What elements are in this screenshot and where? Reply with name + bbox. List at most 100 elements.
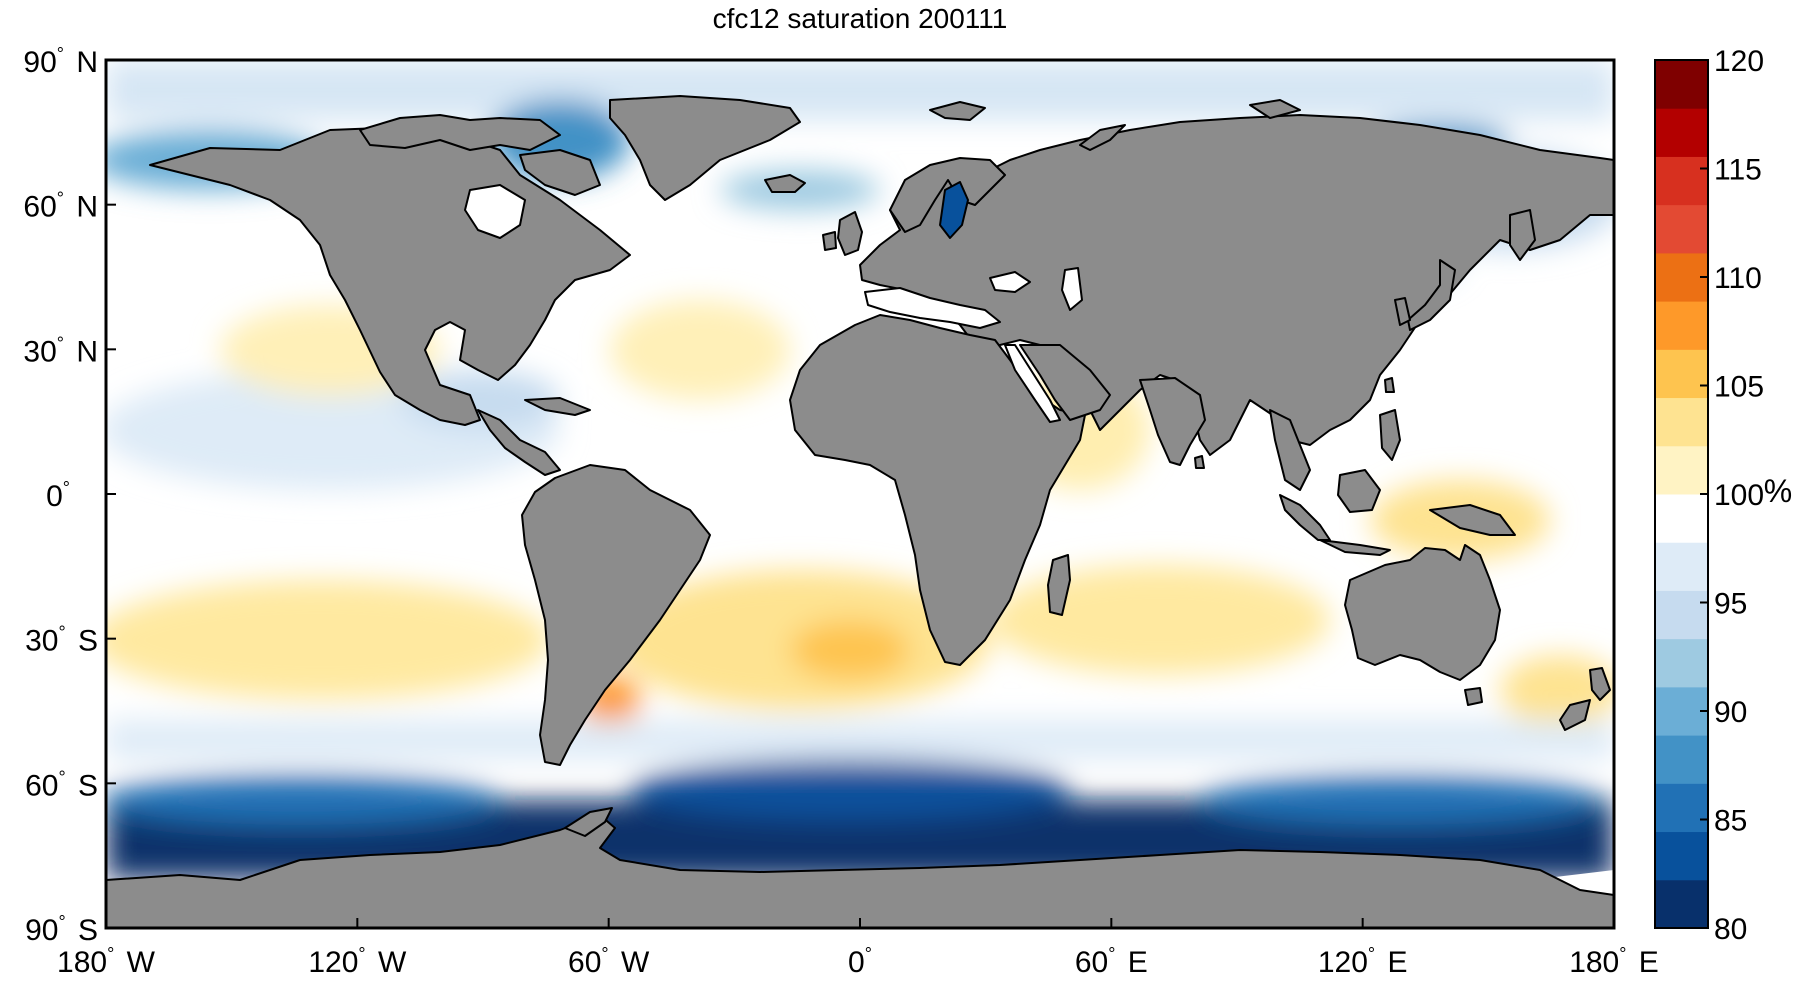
- y-tick-90S-degree: °: [58, 912, 65, 932]
- y-tick-90S-hemisphere: S: [70, 914, 98, 947]
- y-tick-label-30N: 30° N: [23, 333, 98, 368]
- baltic-sea: [939, 181, 969, 239]
- x-tick-60W-degree: °: [601, 944, 608, 964]
- y-tick-60N-hemisphere: N: [68, 191, 98, 224]
- new-zealand-south: [1559, 699, 1591, 731]
- y-tick-90N-hemisphere: N: [68, 46, 98, 79]
- colorbar-segment: [1655, 638, 1708, 688]
- x-tick-120E-degree: °: [1368, 944, 1375, 964]
- x-tick-label-120W: 120° W: [308, 944, 407, 979]
- india: [1139, 377, 1206, 466]
- colorbar-tick-95: 95: [1714, 588, 1747, 621]
- x-tick-120W-hemisphere: W: [370, 946, 407, 979]
- x-tick-60E-degree: °: [1108, 944, 1115, 964]
- new-guinea: [1429, 504, 1516, 536]
- y-tick-60S-value: 60: [25, 769, 58, 802]
- borneo: [1337, 469, 1381, 513]
- colorbar-tick-110: 110: [1714, 262, 1762, 295]
- scandinavia: [889, 157, 1006, 233]
- caspian-sea: [1061, 267, 1083, 311]
- x-tick-120W-value: 120: [308, 946, 358, 979]
- x-tick-0-degree: °: [865, 944, 872, 964]
- y-tick-label-60S: 60° S: [25, 767, 98, 802]
- colorbar-segment: [1655, 783, 1708, 833]
- great-britain: [837, 211, 863, 256]
- greenland: [609, 95, 801, 201]
- y-tick-30S-value: 30: [25, 625, 58, 658]
- map-title: cfc12 saturation 200111: [713, 3, 1008, 34]
- colorbar-tick-100: 100: [1714, 479, 1764, 512]
- new-zealand-north: [1589, 667, 1611, 701]
- x-tick-180E-value: 180: [1569, 946, 1619, 979]
- colorbar-segment: [1655, 831, 1708, 881]
- x-tick-180W-degree: °: [107, 944, 114, 964]
- land-masses: [106, 95, 1614, 928]
- y-tick-60S-hemisphere: S: [70, 769, 98, 802]
- y-tick-0-value: 0: [46, 480, 63, 513]
- colorbar-tick-120: 120: [1714, 45, 1764, 78]
- black-sea: [989, 271, 1031, 293]
- antarctic-peninsula: [564, 807, 613, 837]
- colorbar-segment: [1655, 590, 1708, 640]
- x-tick-60E-value: 60: [1075, 946, 1108, 979]
- iceland: [764, 174, 806, 193]
- severnaya-zemlya: [1249, 99, 1301, 119]
- java: [1319, 539, 1391, 556]
- central-america: [477, 409, 561, 476]
- arctic-islands: [359, 114, 561, 151]
- y-tick-60N-degree: °: [57, 189, 64, 209]
- colorbar-unit-label: %: [1764, 473, 1792, 509]
- colorbar-segment: [1655, 686, 1708, 736]
- colorbar: [1655, 60, 1708, 929]
- x-tick-label-180E: 180° E: [1569, 944, 1659, 979]
- y-axis-labels: 90° N60° N30° N0°30° S60° S90° S: [23, 44, 116, 947]
- mediterranean-sea: [864, 287, 1001, 329]
- antarctica: [106, 814, 1614, 928]
- y-tick-label-90N: 90° N: [23, 44, 98, 79]
- tasmania: [1464, 687, 1483, 706]
- y-tick-60N-value: 60: [23, 191, 56, 224]
- y-tick-label-30S: 30° S: [25, 623, 98, 658]
- red-sea: [1004, 344, 1061, 423]
- colorbar-segment: [1655, 156, 1708, 206]
- x-tick-120E-value: 120: [1318, 946, 1368, 979]
- colorbar-tick-115: 115: [1714, 154, 1762, 187]
- novaya-zemlya: [1079, 124, 1126, 151]
- y-tick-90N-value: 90: [23, 46, 56, 79]
- ireland: [822, 231, 837, 251]
- baffin-island: [519, 149, 601, 196]
- y-tick-90N-degree: °: [57, 44, 64, 64]
- y-tick-30N-degree: °: [57, 333, 64, 353]
- colorbar-segment: [1655, 252, 1708, 302]
- cuba: [524, 397, 591, 416]
- x-tick-180E-hemisphere: E: [1630, 946, 1658, 979]
- taiwan: [1384, 377, 1395, 393]
- x-tick-180W-value: 180: [57, 946, 107, 979]
- madagascar: [1047, 554, 1071, 616]
- korea: [1394, 297, 1411, 326]
- japan: [1407, 259, 1456, 331]
- y-tick-30N-value: 30: [23, 335, 56, 368]
- y-tick-90S-value: 90: [25, 914, 58, 947]
- x-tick-label-120E: 120° E: [1318, 944, 1408, 979]
- x-tick-60W-hemisphere: W: [613, 946, 650, 979]
- colorbar-segment: [1655, 735, 1708, 784]
- x-tick-label-180W: 180° W: [57, 944, 156, 979]
- arabia: [1019, 344, 1111, 421]
- colorbar-segment: [1655, 204, 1708, 254]
- colorbar-segment: [1655, 301, 1708, 350]
- y-tick-0-degree: °: [63, 478, 70, 498]
- colorbar-segment: [1655, 108, 1708, 157]
- x-tick-label-60E: 60° E: [1075, 944, 1148, 979]
- x-tick-120E-hemisphere: E: [1379, 946, 1407, 979]
- colorbar-segment: [1655, 542, 1708, 591]
- colorbar-tick-80: 80: [1714, 913, 1747, 946]
- svalbard: [929, 101, 986, 121]
- y-tick-30S-hemisphere: S: [70, 625, 98, 658]
- plot-area: [106, 60, 1614, 928]
- indochina: [1269, 409, 1311, 491]
- south-america: [521, 464, 711, 766]
- colorbar-tick-105: 105: [1714, 371, 1764, 404]
